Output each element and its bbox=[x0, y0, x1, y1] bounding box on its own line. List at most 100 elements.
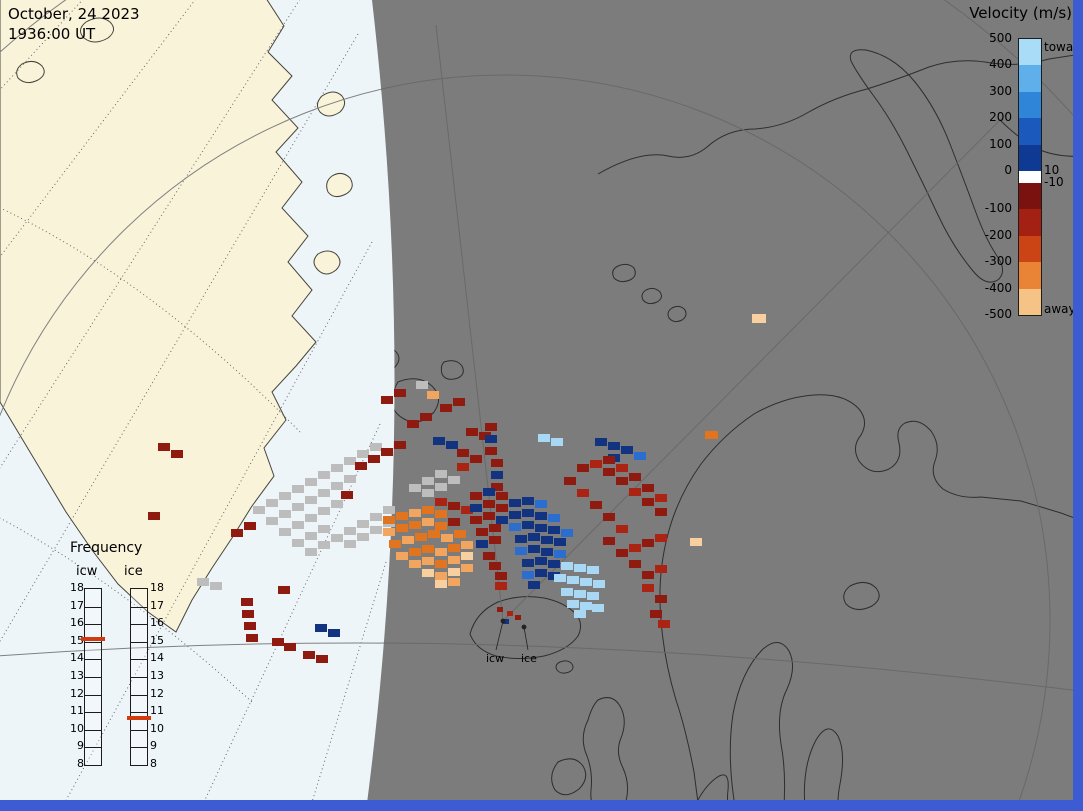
velocity-cell bbox=[253, 506, 265, 514]
velocity-cell bbox=[603, 513, 615, 521]
velocity-cell bbox=[496, 504, 508, 512]
velocity-cell bbox=[561, 562, 573, 570]
velocity-cell bbox=[457, 449, 469, 457]
velocity-cell bbox=[509, 499, 521, 507]
frequency-tick-label: 11 bbox=[150, 704, 164, 718]
night-region bbox=[366, 0, 1083, 811]
velocity-cell bbox=[554, 538, 566, 546]
velocity-cell bbox=[435, 470, 447, 478]
velocity-cell bbox=[318, 471, 330, 479]
velocity-cell bbox=[554, 574, 566, 582]
velocity-cell bbox=[485, 447, 497, 455]
velocity-cell bbox=[389, 540, 401, 548]
velocity-cell bbox=[435, 548, 447, 556]
velocity-cell bbox=[435, 522, 447, 530]
velocity-cell bbox=[551, 438, 563, 446]
velocity-cell bbox=[292, 521, 304, 529]
velocity-cell bbox=[642, 539, 654, 547]
velocity-cell bbox=[483, 512, 495, 520]
velocity-cell bbox=[244, 522, 256, 530]
velocity-cell bbox=[197, 578, 209, 586]
frequency-panel: Frequency icw ice 18 17 16 15 14 13 12 11 10 9 8 18… bbox=[62, 540, 197, 790]
velocity-cell bbox=[316, 655, 328, 663]
velocity-cell bbox=[642, 498, 654, 506]
velocity-colorbar bbox=[1018, 38, 1042, 316]
velocity-cell bbox=[357, 533, 369, 541]
velocity-cell bbox=[383, 516, 395, 524]
velocity-tick-label: -500 bbox=[984, 307, 1012, 321]
velocity-cell bbox=[580, 602, 592, 610]
velocity-tick-label: -400 bbox=[984, 280, 1012, 295]
velocity-cell bbox=[629, 473, 641, 481]
colorbar-segment bbox=[1019, 144, 1041, 171]
day-landmass bbox=[0, 0, 353, 633]
velocity-cell bbox=[483, 488, 495, 496]
velocity-cell bbox=[305, 532, 317, 540]
velocity-cell bbox=[507, 611, 513, 616]
frequency-marker-ice bbox=[127, 716, 151, 721]
velocity-cell bbox=[422, 477, 434, 485]
velocity-cell bbox=[318, 489, 330, 497]
velocity-threshold-label: -10 bbox=[1044, 175, 1064, 189]
velocity-cell bbox=[491, 483, 503, 491]
velocity-cell bbox=[535, 524, 547, 532]
velocity-cell bbox=[435, 510, 447, 518]
velocity-cell bbox=[433, 437, 445, 445]
ladder-tick bbox=[131, 659, 147, 661]
velocity-cell bbox=[495, 582, 507, 590]
colorbar-segment bbox=[1019, 39, 1041, 66]
ladder-tick bbox=[131, 765, 147, 766]
velocity-cell bbox=[655, 494, 667, 502]
velocity-cell bbox=[303, 651, 315, 659]
frequency-tick-label: 14 bbox=[150, 651, 164, 665]
velocity-cell bbox=[394, 441, 406, 449]
velocity-cell bbox=[279, 528, 291, 536]
velocity-cell bbox=[435, 572, 447, 580]
velocity-cell bbox=[171, 450, 183, 458]
velocity-cell bbox=[509, 511, 521, 519]
velocity-cell bbox=[567, 576, 579, 584]
frequency-tick-label: 14 bbox=[70, 651, 84, 665]
ladder-tick bbox=[85, 641, 101, 643]
velocity-cell bbox=[470, 455, 482, 463]
frequency-tick-label: 9 bbox=[77, 739, 84, 753]
velocity-cell bbox=[466, 428, 478, 436]
velocity-cell bbox=[461, 564, 473, 572]
timestamp-block: October, 24 2023 1936:00 UT bbox=[8, 4, 140, 44]
velocity-cell bbox=[515, 535, 527, 543]
velocity-cell bbox=[383, 528, 395, 536]
velocity-cell bbox=[448, 578, 460, 586]
velocity-cell bbox=[522, 509, 534, 517]
velocity-cell bbox=[331, 464, 343, 472]
velocity-cell bbox=[422, 489, 434, 497]
velocity-cell bbox=[642, 571, 654, 579]
velocity-cell bbox=[448, 568, 460, 576]
colorbar-segment bbox=[1019, 235, 1041, 263]
velocity-cell bbox=[577, 464, 589, 472]
velocity-cell bbox=[592, 604, 604, 612]
velocity-cell bbox=[574, 610, 586, 618]
velocity-cell bbox=[279, 510, 291, 518]
colorbar-segment bbox=[1019, 262, 1041, 289]
velocity-cell bbox=[318, 507, 330, 515]
frequency-ladder-ice bbox=[130, 588, 148, 766]
velocity-cell bbox=[629, 560, 641, 568]
frame-right bbox=[1073, 0, 1083, 811]
velocity-cell bbox=[420, 413, 432, 421]
velocity-tick-label: -300 bbox=[984, 254, 1012, 269]
velocity-cells-layer bbox=[148, 314, 766, 663]
velocity-cell bbox=[284, 643, 296, 651]
velocity-cell bbox=[522, 571, 534, 579]
velocity-cell bbox=[246, 634, 258, 642]
velocity-cell bbox=[344, 527, 356, 535]
velocity-cell bbox=[318, 541, 330, 549]
velocity-cell bbox=[476, 540, 488, 548]
velocity-cell bbox=[489, 562, 501, 570]
ladder-tick bbox=[131, 606, 147, 608]
ladder-tick bbox=[131, 747, 147, 749]
velocity-cell bbox=[457, 463, 469, 471]
velocity-cell bbox=[616, 464, 628, 472]
velocity-cell bbox=[394, 389, 406, 397]
